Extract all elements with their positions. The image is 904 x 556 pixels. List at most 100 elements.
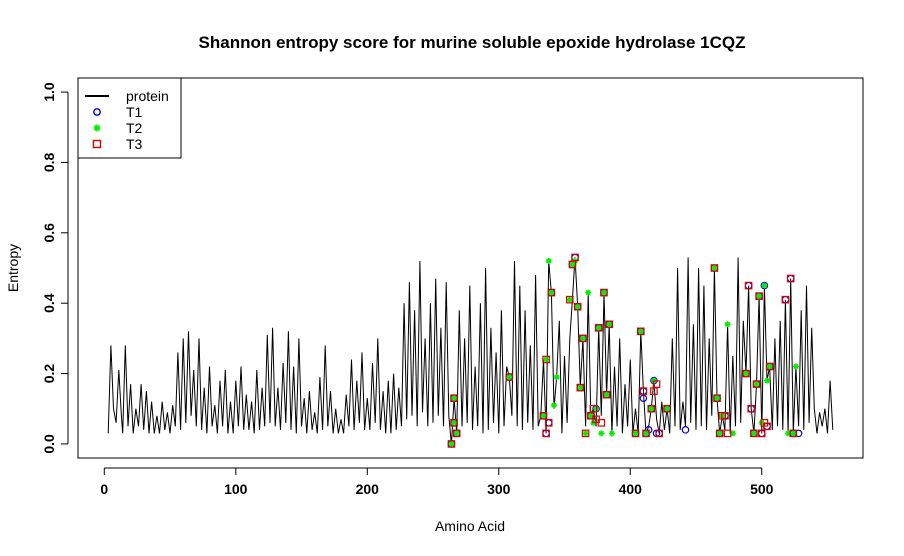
t3-point — [713, 394, 721, 402]
t2-point — [790, 430, 797, 437]
t2-point — [606, 321, 613, 328]
t3-point — [647, 404, 656, 413]
x-tick-label: 100 — [224, 481, 248, 497]
t3-point — [715, 429, 724, 438]
t1-point — [639, 394, 648, 402]
legend-label-t2: T2 — [126, 120, 143, 136]
t3-point — [600, 288, 608, 297]
t2-point — [742, 370, 749, 377]
t3-point — [631, 429, 640, 438]
t2-point — [756, 293, 763, 300]
chart-title: Shannon entropy score for murine soluble… — [199, 33, 746, 52]
t3-point — [576, 383, 585, 392]
t2-point — [451, 395, 458, 402]
y-tick-label: 1.0 — [41, 82, 57, 102]
t2-point — [506, 374, 513, 381]
t3-point — [579, 334, 587, 343]
t3-point — [652, 380, 661, 388]
t2-point — [648, 405, 655, 412]
t2-point — [548, 289, 555, 296]
t2-point — [714, 395, 721, 402]
t2-point — [600, 289, 607, 296]
t2-point — [585, 289, 592, 296]
legend-t1-circle-icon — [93, 108, 101, 116]
x-axis: 0 100 200 300 400 500 — [100, 467, 774, 497]
t3-point — [747, 404, 756, 413]
t3-point — [642, 429, 650, 438]
t3-point — [763, 422, 771, 431]
x-tick-label: 300 — [487, 481, 511, 497]
y-axis: 0.0 0.2 0.4 0.6 0.8 1.0 — [41, 82, 69, 454]
t2-point — [632, 430, 639, 437]
legend: protein T1 T2 T3 — [77, 77, 182, 159]
t3-point — [602, 390, 611, 399]
y-axis-label: Entropy — [5, 244, 21, 292]
t2-point — [608, 430, 615, 437]
t1-point — [760, 281, 769, 290]
t3-point — [547, 288, 556, 297]
t2-point — [598, 430, 605, 437]
t2-point — [764, 377, 771, 384]
t3-point — [639, 387, 648, 395]
t2-point — [566, 296, 573, 303]
t3-point — [450, 419, 458, 427]
t3-point — [568, 260, 577, 269]
t2-point — [603, 391, 610, 398]
t3-point — [650, 387, 658, 395]
protein-line — [107, 257, 834, 444]
t3-point — [450, 394, 458, 402]
t3-point — [505, 373, 514, 381]
t3-point — [589, 404, 598, 413]
y-tick-label: 0.0 — [41, 434, 57, 454]
plot-area — [77, 77, 864, 459]
t2-point — [448, 440, 455, 447]
t2-point — [453, 430, 460, 437]
t2-point — [750, 430, 757, 437]
t3-point — [786, 274, 795, 283]
legend-box — [77, 77, 182, 159]
t3-point — [755, 292, 763, 300]
t3-point — [636, 327, 645, 336]
x-axis-label: Amino Acid — [435, 518, 505, 534]
protein-series-line — [107, 257, 834, 444]
t3-point — [571, 253, 579, 262]
t2-point — [643, 430, 650, 437]
t3-point — [710, 264, 719, 272]
t3-points — [447, 253, 798, 448]
t2-point — [724, 321, 731, 328]
t2-point — [766, 363, 773, 370]
t3-point — [721, 411, 729, 420]
t3-point — [723, 429, 732, 438]
t2-point — [543, 356, 550, 363]
t1-point — [681, 426, 690, 434]
t2-point — [550, 402, 557, 409]
legend-label-protein: protein — [126, 88, 169, 104]
t2-point — [792, 363, 799, 370]
legend-t3-square-icon — [92, 139, 102, 149]
t2-point — [595, 324, 602, 331]
t3-point — [742, 369, 750, 378]
t2-point — [451, 419, 458, 426]
t3-point — [544, 419, 553, 427]
x-tick-label: 500 — [750, 481, 774, 497]
t2-point — [761, 282, 768, 289]
t3-point — [565, 295, 574, 304]
y-tick-label: 0.2 — [41, 364, 57, 384]
t3-point — [757, 429, 766, 438]
t3-point — [447, 440, 456, 448]
t3-point — [781, 295, 790, 304]
t1-points — [447, 253, 803, 448]
t3-point — [452, 429, 461, 438]
legend-label-t1: T1 — [126, 104, 143, 120]
t2-point — [716, 430, 723, 437]
t3-point — [744, 281, 753, 290]
t3-point — [752, 380, 761, 388]
t2-point — [582, 430, 589, 437]
t2-point — [711, 265, 718, 271]
t3-point — [539, 411, 548, 420]
x-tick-label: 200 — [356, 481, 380, 497]
t2-point — [553, 374, 560, 381]
t3-point — [542, 429, 550, 438]
y-tick-label: 0.4 — [41, 293, 57, 313]
